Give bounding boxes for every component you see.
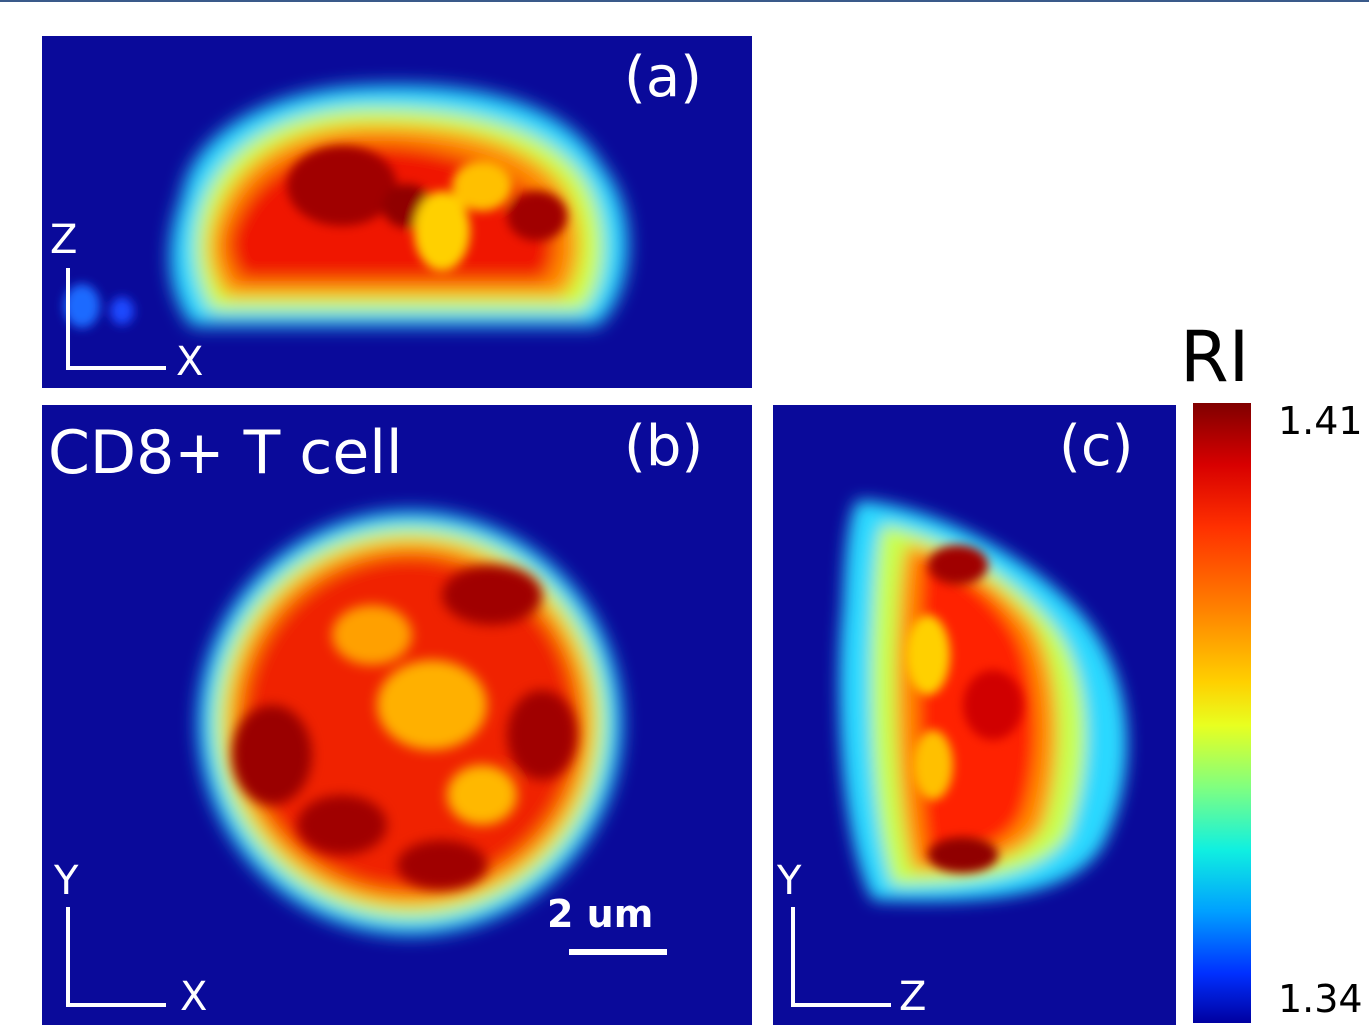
panel-b-horizontal-axis-line (66, 1003, 166, 1007)
colorbar-gradient (1193, 403, 1251, 1023)
panel-c-zy-view: (c) Y Z (773, 405, 1176, 1025)
cell-xz-image (64, 85, 628, 328)
panel-b-xy-view: CD8+ T cell (b) Y X 2 um (42, 405, 752, 1025)
panel-c-vertical-axis-label: Y (777, 858, 802, 904)
panel-a-xz-view: (a) Z X (42, 36, 752, 388)
scale-bar-label: 2 um (547, 892, 654, 936)
panel-a-label: (a) (624, 45, 703, 110)
panel-c-horizontal-axis-line (791, 1003, 891, 1007)
panel-c-label: (c) (1059, 414, 1134, 479)
panel-a-vertical-axis-label: Z (50, 217, 78, 263)
panel-b-title: CD8+ T cell (48, 418, 403, 488)
panel-a-horizontal-axis-line (66, 366, 166, 370)
panel-b-horizontal-axis-label: X (180, 974, 208, 1020)
colorbar-title: RI (1180, 316, 1250, 398)
panel-b-vertical-axis-label: Y (54, 858, 79, 904)
panel-b-label: (b) (624, 414, 704, 479)
panel-c-horizontal-axis-label: Z (899, 974, 927, 1020)
colorbar-min-label: 1.34 (1278, 977, 1363, 1021)
cell-zy-image (839, 500, 1127, 902)
panel-a-vertical-axis-line (66, 268, 70, 370)
cell-xy-image (198, 511, 622, 935)
colorbar-max-label: 1.41 (1278, 399, 1363, 443)
scale-bar (569, 949, 667, 955)
panel-c-vertical-axis-line (791, 907, 795, 1007)
panel-a-horizontal-axis-label: X (176, 339, 204, 385)
panel-b-vertical-axis-line (66, 907, 70, 1007)
top-border-line (0, 0, 1369, 2)
